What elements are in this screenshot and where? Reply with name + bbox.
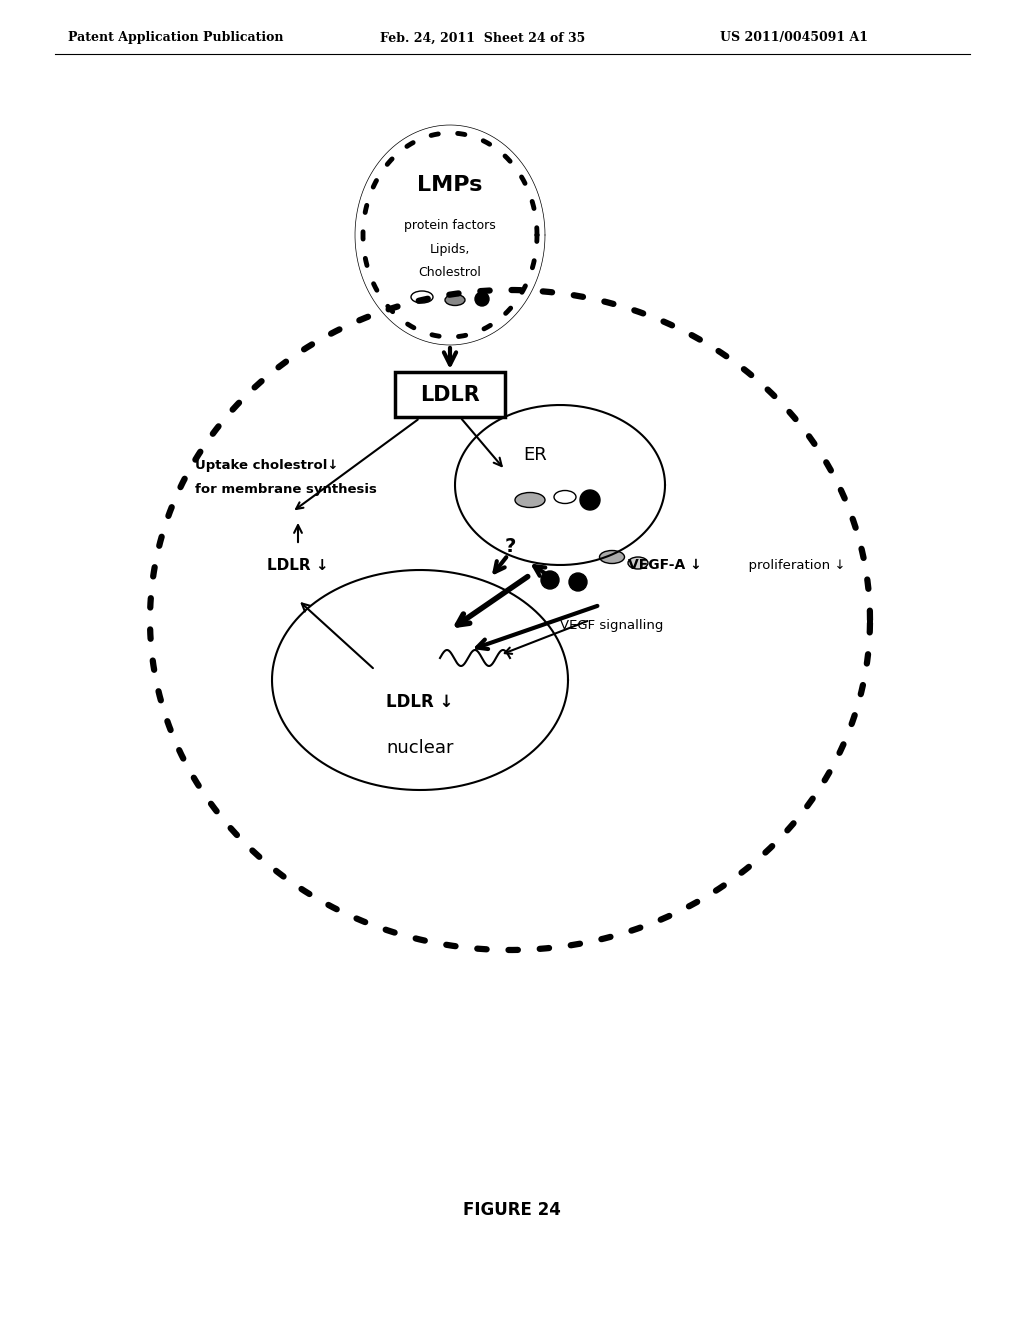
Circle shape — [569, 573, 587, 591]
Text: LDLR ↓: LDLR ↓ — [267, 557, 329, 573]
Text: LDLR: LDLR — [420, 385, 480, 405]
Text: nuclear: nuclear — [386, 739, 454, 756]
Text: for membrane synthesis: for membrane synthesis — [195, 483, 377, 496]
Circle shape — [580, 490, 600, 510]
Text: VEGF-A ↓: VEGF-A ↓ — [628, 558, 701, 572]
Text: ?: ? — [504, 537, 516, 557]
Text: Cholestrol: Cholestrol — [419, 267, 481, 280]
Text: protein factors: protein factors — [404, 219, 496, 231]
Text: Feb. 24, 2011  Sheet 24 of 35: Feb. 24, 2011 Sheet 24 of 35 — [380, 32, 586, 45]
Ellipse shape — [628, 557, 648, 569]
Circle shape — [541, 572, 559, 589]
FancyBboxPatch shape — [395, 372, 505, 417]
Text: US 2011/0045091 A1: US 2011/0045091 A1 — [720, 32, 868, 45]
Text: proliferation ↓: proliferation ↓ — [740, 558, 846, 572]
Ellipse shape — [554, 491, 575, 503]
Circle shape — [475, 292, 489, 306]
Text: LMPs: LMPs — [418, 176, 482, 195]
Text: LDLR ↓: LDLR ↓ — [386, 693, 454, 711]
Text: Patent Application Publication: Patent Application Publication — [68, 32, 284, 45]
Text: FIGURE 24: FIGURE 24 — [463, 1201, 561, 1218]
Ellipse shape — [445, 294, 465, 305]
Ellipse shape — [515, 492, 545, 507]
Ellipse shape — [411, 290, 433, 304]
Ellipse shape — [599, 550, 625, 564]
Text: Lipids,: Lipids, — [430, 243, 470, 256]
Text: ER: ER — [523, 446, 547, 465]
Text: VEGF signalling: VEGF signalling — [560, 619, 664, 631]
Text: Uptake cholestrol↓: Uptake cholestrol↓ — [195, 458, 339, 471]
